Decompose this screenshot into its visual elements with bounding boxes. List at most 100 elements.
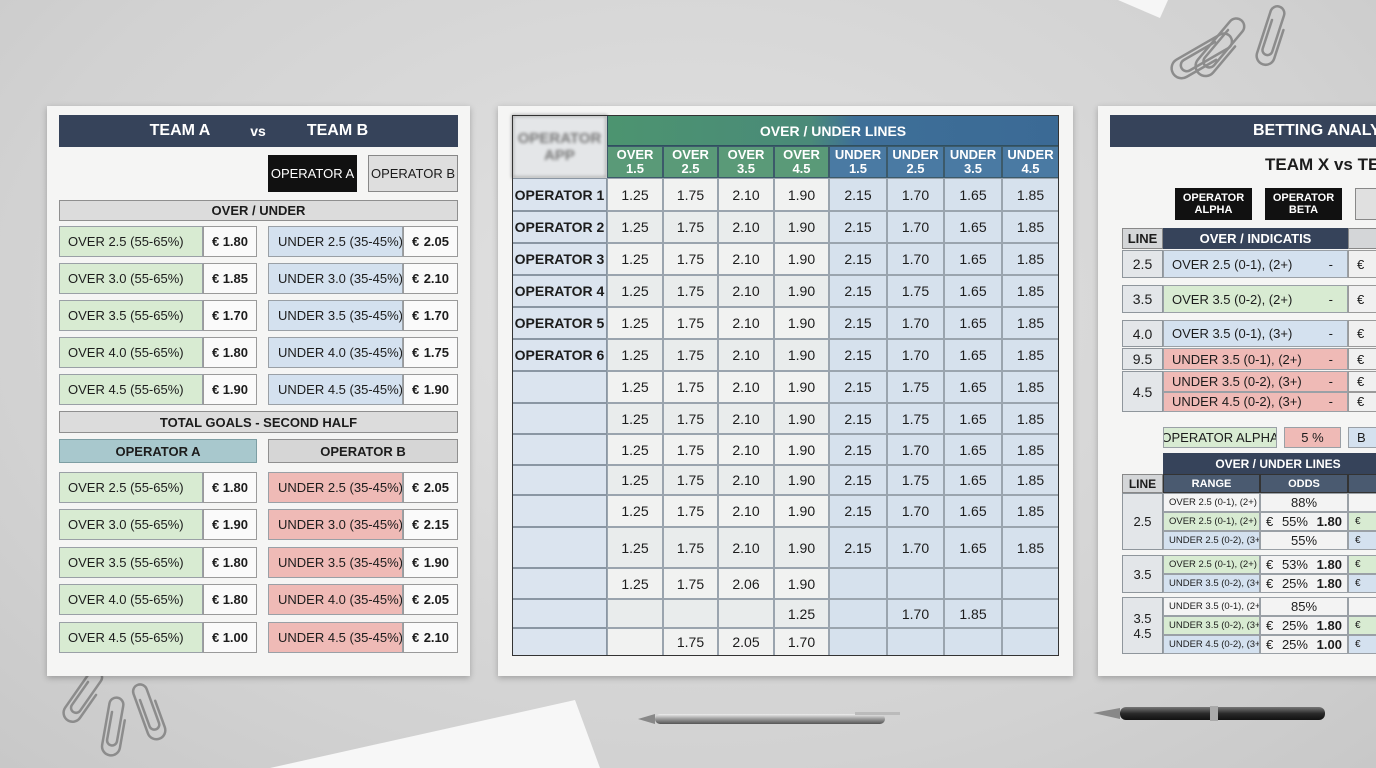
line-value: 4.5 xyxy=(1133,625,1152,641)
row-label: OPERATOR 3 xyxy=(512,243,607,275)
odds-cell xyxy=(1002,599,1059,628)
column-header: OVER 2.5 xyxy=(663,146,718,178)
line-cell: 9.5 xyxy=(1122,348,1163,370)
currency: € xyxy=(1348,512,1376,531)
currency xyxy=(1348,597,1376,616)
indicator-text: OVER 2.5 (0-1), (2+) xyxy=(1172,256,1293,272)
range-cell: OVER 2.5 (0-1), (2+) xyxy=(1163,493,1260,512)
odds-cell: 1.85 xyxy=(1002,465,1059,495)
currency: € xyxy=(412,555,420,570)
operator-button[interactable]: OPERATOR ALPHA xyxy=(1175,188,1252,220)
row-label: OPERATOR 6 xyxy=(512,339,607,371)
indicator-text: OVER 3.5 (0-1), (3+) xyxy=(1172,326,1293,341)
odds-cell xyxy=(829,628,887,656)
odds-cell: 1.85 xyxy=(1002,307,1059,339)
odds-cell: 1.25 xyxy=(607,527,663,568)
table-title: OVER / UNDER LINES xyxy=(1163,453,1376,474)
paperclip xyxy=(62,668,104,723)
under-label: UNDER 2.5 (35-45%) xyxy=(268,226,403,257)
column-header: OVER 4.5 xyxy=(774,146,829,178)
operator-button[interactable]: OPERATOR A xyxy=(268,155,357,192)
odds-cell: 1.65 xyxy=(944,465,1002,495)
odds-cell: 2.15 xyxy=(829,403,887,434)
odds-cell: 1.70 xyxy=(887,599,944,628)
odds-cell: 1.25 xyxy=(607,495,663,527)
row-label xyxy=(512,599,607,628)
currency: € xyxy=(212,271,220,286)
odds-cell: 2.15 xyxy=(829,275,887,307)
odds-cell: €1.90 xyxy=(203,374,257,405)
indicator-cell: OVER 2.5 (0-1), (2+) - xyxy=(1163,250,1348,278)
currency: € xyxy=(1348,616,1376,635)
odds-cell: 1.25 xyxy=(607,211,663,243)
odds-cell: 1.90 xyxy=(774,307,829,339)
odds-cell: 1.75 xyxy=(663,178,718,211)
odds-cell: 1.85 xyxy=(1002,339,1059,371)
currency: € xyxy=(1266,514,1274,529)
odds-cell: €1.80 xyxy=(203,547,257,578)
operator-button[interactable]: OPERATOR B xyxy=(368,155,458,192)
odds-cell: 1.70 xyxy=(887,339,944,371)
column-header: OVER / INDICATIS xyxy=(1163,228,1348,249)
indicator-mark: - xyxy=(1328,351,1333,367)
column-header: OVER 3.5 xyxy=(718,146,774,178)
odds-cell: 2.15 xyxy=(829,243,887,275)
odds-cell: €1.80 xyxy=(203,226,257,257)
odds-cell xyxy=(1002,568,1059,599)
over-label: OVER 2.5 (55-65%) xyxy=(59,472,203,503)
odds-cell: €2.05 xyxy=(403,472,458,503)
versus: vs xyxy=(250,123,266,139)
pen-clip xyxy=(855,712,900,715)
indicator-cell: OVER 3.5 (0-1), (3+) - xyxy=(1163,320,1348,347)
currency: € xyxy=(212,480,220,495)
odds-cell xyxy=(663,599,718,628)
range-cell: OVER 2.5 (0-1), (2+) xyxy=(1163,555,1260,574)
operator-button[interactable] xyxy=(1355,188,1376,220)
odds-cell: 85% xyxy=(1260,597,1348,616)
odds-cell: 1.75 xyxy=(887,465,944,495)
odds-cell: €1.80 xyxy=(203,337,257,368)
odds-cell: 2.15 xyxy=(829,371,887,403)
odds-cell: 1.85 xyxy=(1002,178,1059,211)
team-name: TEAM B xyxy=(306,122,369,139)
row-label xyxy=(512,434,607,465)
column-header: ODDS xyxy=(1260,474,1348,493)
column-header: RANGE xyxy=(1163,474,1260,493)
odds-cell: 2.10 xyxy=(718,495,774,527)
odds-cell: 1.75 xyxy=(663,495,718,527)
odds-cell: 1.85 xyxy=(1002,211,1059,243)
odds-cell: 2.10 xyxy=(718,211,774,243)
paperclip xyxy=(1194,17,1246,78)
pen-body xyxy=(655,714,885,724)
odds-cell: 1.25 xyxy=(607,178,663,211)
percent: 53% xyxy=(1281,557,1308,572)
currency: € xyxy=(412,630,420,645)
indicator-text: UNDER 4.5 (0-2), (3+) xyxy=(1172,394,1302,410)
currency: € xyxy=(412,382,420,397)
odds-cell: 2.10 xyxy=(718,434,774,465)
operator-button[interactable]: OPERATOR BETA xyxy=(1265,188,1342,220)
odds-cell: 2.10 xyxy=(718,275,774,307)
odds-cell: 1.25 xyxy=(607,568,663,599)
column-header: LINE xyxy=(1122,474,1163,493)
line-cell: 4.0 xyxy=(1122,320,1163,347)
odds: 1.00 xyxy=(1316,637,1342,652)
indicator-cell: UNDER 3.5 (0-2), (3+) - xyxy=(1163,371,1348,392)
odds-cell: 2.10 xyxy=(718,178,774,211)
range-cell: UNDER 3.5 (0-1), (2+) xyxy=(1163,597,1260,616)
odds-cell: 1.75 xyxy=(663,568,718,599)
currency: € xyxy=(412,592,420,607)
over-label: OVER 3.0 (55-65%) xyxy=(59,263,203,294)
odds-cell: €25% 1.80 xyxy=(1260,616,1348,635)
pen-band xyxy=(1210,706,1218,721)
odds-cell: €25% 1.00 xyxy=(1260,635,1348,654)
over-label: OVER 4.5 (55-65%) xyxy=(59,622,203,653)
currency: € xyxy=(1348,371,1376,392)
odds-cell: 2.06 xyxy=(718,568,774,599)
odds-cell: 1.85 xyxy=(1002,527,1059,568)
odds-cell: 1.90 xyxy=(774,371,829,403)
odds-cell: 1.65 xyxy=(944,307,1002,339)
odds-cell: 1.70 xyxy=(887,434,944,465)
column-header: OVER 1.5 xyxy=(607,146,663,178)
currency: € xyxy=(212,234,220,249)
